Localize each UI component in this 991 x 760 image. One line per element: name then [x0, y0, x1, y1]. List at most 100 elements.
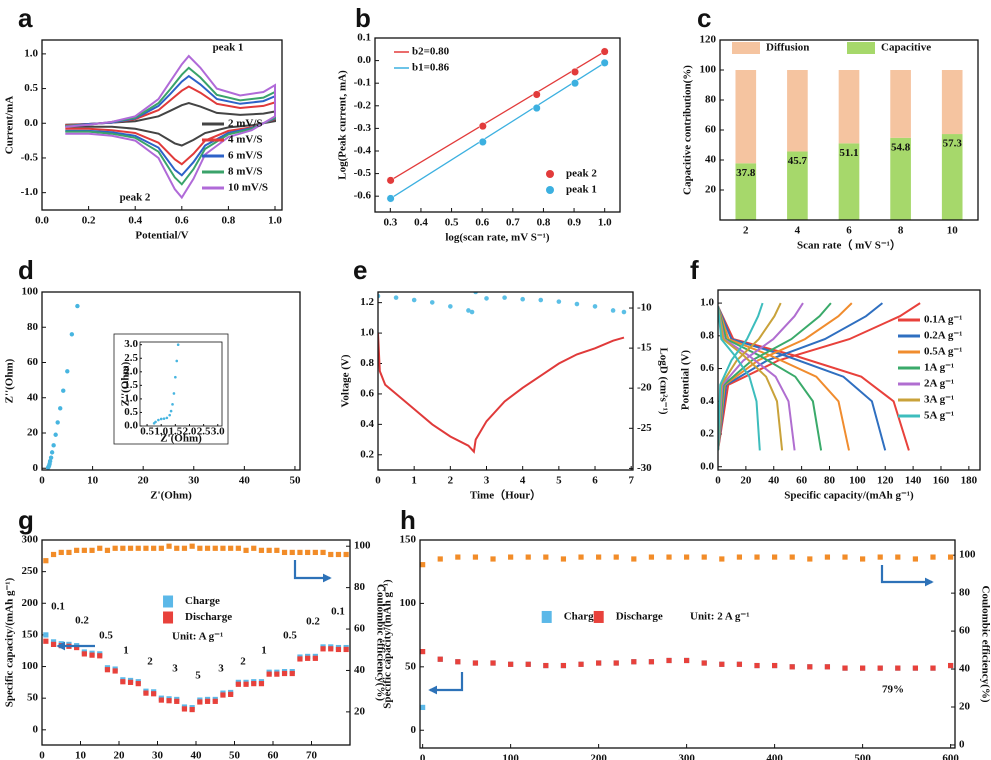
y-tick-label: 100	[700, 64, 717, 76]
annotation: peak 2	[120, 192, 151, 204]
point	[320, 646, 326, 652]
x-tick-label: 180	[961, 475, 978, 487]
y-tick-label: 1.2	[360, 296, 374, 308]
annotation: 3	[218, 663, 224, 675]
annotation: 0.1	[331, 606, 345, 618]
panel-label: h	[400, 505, 416, 535]
y-tick-label: 2.5	[124, 352, 138, 364]
point	[719, 556, 725, 562]
point	[43, 558, 49, 564]
point	[61, 388, 66, 393]
point	[220, 545, 226, 551]
point	[393, 295, 399, 300]
point	[560, 556, 567, 562]
y-tick-label: 3.0	[124, 338, 138, 350]
y-tick-label: 50	[27, 692, 39, 704]
point	[754, 554, 760, 560]
point	[596, 660, 602, 666]
x-tick-label: 2.0	[183, 426, 197, 438]
point	[81, 651, 87, 657]
x-tick-label: 30	[152, 750, 164, 760]
y-tick-label: 0.4	[700, 395, 714, 407]
x-axis-label: Z'(Ohm)	[150, 490, 192, 502]
annotation: 0.2	[75, 615, 89, 627]
y-tick-label: -0.5	[354, 167, 372, 179]
point	[666, 554, 672, 560]
y-tick-label: -0.1	[354, 77, 371, 89]
annotation: 1	[123, 645, 129, 657]
legend-label: Diffusion	[766, 42, 809, 54]
x-tick-label: 60	[796, 475, 808, 487]
x-tick-label: 0.4	[128, 215, 142, 227]
y-axis-label: Voltage (V)	[340, 354, 352, 407]
y-tick-label: 0.8	[360, 357, 374, 369]
point	[50, 551, 57, 558]
point	[258, 547, 265, 553]
y-tick-label: 20	[705, 184, 717, 196]
y2-axis-label: Coulombic efficiency(%)	[979, 586, 991, 703]
axes-frame	[41, 39, 283, 211]
x-tick-label: 3.0	[211, 426, 225, 438]
plot-area	[420, 554, 954, 711]
x-tick-label: 1.0	[268, 215, 282, 227]
point	[312, 655, 318, 661]
point	[135, 681, 141, 687]
y-tick-label: 0.6	[700, 362, 714, 374]
point	[860, 556, 866, 562]
axes-frame	[377, 291, 634, 471]
annotation: 0.5	[99, 630, 113, 642]
y-tick-label: 1.5	[124, 379, 138, 391]
point	[50, 641, 57, 647]
x-tick-label: 20	[138, 475, 150, 487]
y-tick-label: 20	[27, 427, 39, 439]
point	[842, 665, 848, 671]
arrow	[880, 565, 934, 587]
point	[112, 668, 118, 674]
point	[532, 90, 541, 99]
plot-area	[65, 54, 276, 200]
annotation: 0.1	[51, 601, 65, 613]
point	[429, 300, 435, 305]
y-tick-label: 100	[22, 286, 39, 298]
y-tick-label: 0.8	[700, 329, 714, 341]
series-line	[718, 302, 921, 451]
y-tick-label: 0	[33, 462, 39, 474]
panel-label: f	[690, 255, 699, 285]
point	[578, 554, 584, 560]
x-tick-label: 1.0	[154, 426, 168, 438]
legend-label: 0.1A g⁻¹	[924, 314, 962, 326]
x-tick-label: 300	[678, 753, 695, 760]
point	[166, 543, 172, 549]
point	[543, 662, 549, 669]
point	[65, 369, 70, 374]
y2-axis-label: Coulombic efficiency(%)	[374, 584, 386, 701]
point	[930, 554, 936, 560]
panel-label: c	[697, 3, 711, 33]
axes-frame	[719, 39, 979, 221]
point	[175, 359, 179, 363]
x-tick-label: 20	[114, 750, 126, 760]
point	[189, 706, 195, 713]
y2-tick-label: 60	[959, 625, 971, 637]
point	[48, 455, 54, 460]
x-tick-label: 10	[947, 225, 959, 237]
point	[701, 660, 707, 666]
point	[258, 681, 265, 687]
x-tick-label: 100	[849, 475, 866, 487]
axes-frame	[419, 539, 956, 749]
point	[772, 554, 778, 560]
y2-tick-label: -30	[637, 462, 652, 474]
bar-segment	[735, 70, 757, 164]
x-tick-label: 70	[306, 750, 318, 760]
point	[508, 554, 514, 560]
x-tick-label: 2.5	[197, 426, 211, 438]
point	[289, 670, 295, 677]
point	[478, 122, 487, 131]
point	[684, 554, 690, 560]
point	[204, 545, 211, 551]
point	[312, 549, 318, 556]
y-tick-label: 150	[400, 534, 417, 546]
legend-label: Discharge	[616, 610, 663, 622]
x-tick-label: 140	[905, 475, 922, 487]
